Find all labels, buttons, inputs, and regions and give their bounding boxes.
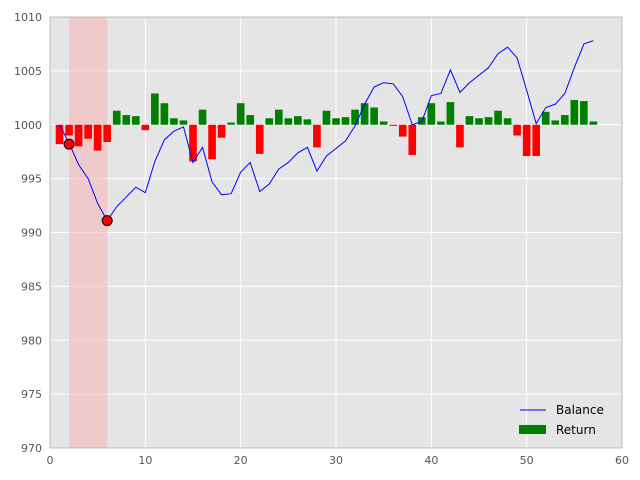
return-bar [522, 124, 531, 156]
return-bar [122, 115, 131, 125]
return-bar [151, 93, 159, 125]
return-bar [55, 124, 64, 145]
return-bar [141, 124, 150, 131]
return-bar [389, 124, 398, 126]
plot-area: 0 10 20 30 40 50 60 970 975 980 985 990 995 1000 1005 1… [14, 11, 629, 467]
return-bar [360, 103, 369, 125]
y-tick-label: 1000 [14, 119, 42, 132]
return-bar [65, 124, 73, 136]
return-bar [227, 122, 235, 125]
return-bar [93, 124, 102, 151]
legend-label-return: Return [556, 423, 596, 437]
y-tick-label: 990 [21, 227, 42, 240]
plot-frame [49, 16, 623, 449]
return-bar [198, 109, 207, 125]
y-tick-label: 1010 [14, 11, 42, 24]
return-bar [532, 124, 541, 156]
return-bar [570, 99, 579, 125]
y-tick-label: 985 [21, 280, 42, 293]
return-bar [294, 116, 302, 125]
return-bar [217, 124, 226, 138]
return-bar [236, 103, 245, 125]
x-tick-label: 30 [329, 454, 343, 467]
return-bar [274, 109, 283, 125]
return-bar [332, 118, 340, 125]
return-bar [170, 118, 178, 125]
y-tick-label: 970 [21, 442, 42, 455]
x-tick-label: 50 [520, 454, 534, 467]
return-bar [303, 119, 312, 125]
return-bar [208, 124, 216, 160]
legend-label-balance: Balance [556, 403, 604, 417]
return-bar [446, 102, 455, 125]
return-bar [437, 121, 445, 125]
return-bar [513, 124, 521, 136]
return-bar [580, 101, 588, 125]
drawdown-marker [101, 215, 113, 227]
return-bar [379, 121, 388, 125]
return-bar [503, 118, 512, 125]
return-bar [179, 120, 188, 125]
drawdown-span [69, 17, 108, 448]
return-bar [351, 109, 359, 125]
return-bar [246, 115, 255, 125]
return-bar [370, 107, 378, 125]
x-tick-label: 10 [138, 454, 152, 467]
return-bar [84, 124, 92, 139]
return-bar [398, 124, 407, 137]
return-bar [541, 111, 550, 125]
return-bar [322, 110, 331, 125]
return-bar [589, 121, 598, 125]
return-bar [456, 124, 464, 148]
drawdown-marker [63, 138, 75, 150]
return-bar [284, 118, 293, 125]
x-tick-label: 20 [234, 454, 248, 467]
legend-bar-swatch [519, 425, 546, 434]
y-tick-label: 980 [21, 334, 42, 347]
y-tick-label: 995 [21, 173, 42, 186]
legend: Balance Return [519, 403, 604, 437]
return-bar [465, 116, 474, 125]
return-bar [494, 110, 502, 125]
return-bar [475, 118, 483, 125]
return-bar [103, 124, 112, 142]
balance-line [59, 40, 594, 222]
return-bar [160, 103, 169, 125]
return-bar [255, 124, 264, 154]
return-bar [551, 120, 560, 125]
y-tick-label: 1005 [14, 65, 42, 78]
return-bar [427, 103, 436, 125]
x-tick-label: 0 [47, 454, 54, 467]
return-bar [112, 110, 121, 125]
x-tick-label: 60 [615, 454, 629, 467]
return-bar [74, 124, 83, 147]
return-bar [265, 118, 274, 125]
return-bar [484, 117, 493, 125]
x-tick-label: 40 [424, 454, 438, 467]
return-bar [408, 124, 417, 155]
return-bar [341, 117, 350, 125]
return-bar [560, 115, 569, 125]
y-tick-label: 975 [21, 388, 42, 401]
return-bar [189, 124, 197, 162]
return-bar [313, 124, 321, 148]
return-bar [131, 116, 140, 125]
